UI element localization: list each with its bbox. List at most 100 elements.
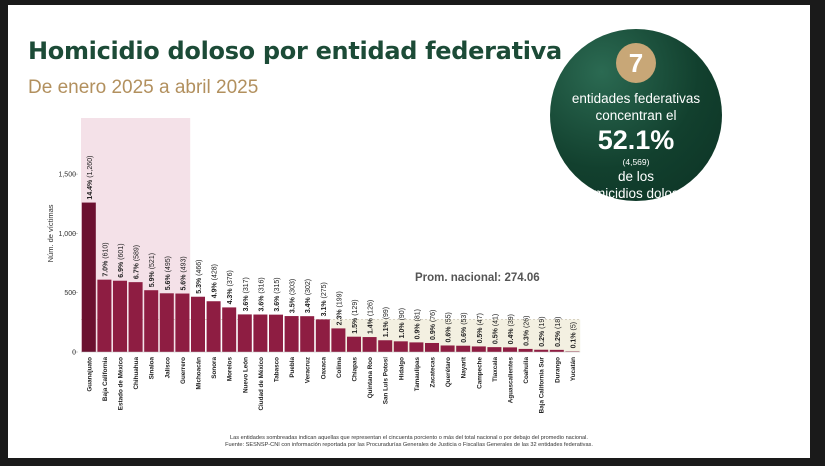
data-label-pct: 3.6% — [243, 293, 250, 311]
data-label: 4.3% (376) — [227, 270, 234, 304]
bar-guerrero — [175, 293, 190, 352]
data-label-count: (55) — [446, 312, 453, 324]
data-label-count: (81) — [414, 309, 421, 321]
bar-zacatecas — [425, 342, 439, 352]
callout-line-2: concentran el — [595, 108, 677, 123]
x-tick-label: Jalisco — [164, 357, 171, 379]
x-tick-label: Guerrero — [180, 357, 187, 384]
data-label-pct: 5.9% — [149, 269, 156, 287]
x-tick-label: Durango — [554, 357, 561, 383]
x-tick-label: Tamaulipas — [414, 357, 421, 392]
x-tick-label: Querétaro — [445, 357, 452, 387]
y-axis-label: Núm. de víctimas — [46, 204, 55, 262]
data-label: 4.9% (428) — [212, 264, 219, 298]
x-tick-label: Chihuahua — [133, 357, 140, 390]
bar-quer-taro — [440, 345, 455, 352]
data-label-pct: 5.6% — [180, 273, 187, 291]
data-label: 0.6% (53) — [461, 312, 468, 342]
bar-durango — [549, 349, 564, 352]
data-label-count: (18) — [555, 317, 562, 329]
data-label-pct: 1.0% — [399, 320, 406, 338]
x-tick-label: San Luis Potosí — [383, 357, 390, 404]
data-label-pct: 2.3% — [336, 307, 343, 325]
data-label-count: (428) — [212, 264, 219, 280]
data-label-pct: 0.4% — [508, 326, 515, 344]
x-tick-label: Nuevo León — [242, 357, 249, 393]
page-title: Homicidio doloso por entidad federativa — [28, 37, 562, 65]
data-label: 1.1% (99) — [383, 307, 390, 337]
data-label-pct: 0.3% — [524, 328, 531, 346]
footnote-line-1: Las entidades sombreadas indican aquella… — [230, 435, 588, 441]
data-label-count: (99) — [383, 307, 390, 319]
data-label-count: (53) — [461, 312, 468, 324]
y-tick-label: 500 — [64, 290, 76, 297]
data-label-count: (521) — [149, 253, 156, 269]
x-tick-label: Quintana Roo — [367, 357, 374, 398]
x-tick-label: Aguascalientes — [508, 357, 515, 404]
data-label: 0.2% (19) — [539, 316, 546, 346]
data-label-count: (303) — [290, 279, 297, 295]
bar-ciudad-de-m-xico — [253, 314, 268, 352]
data-label-count: (90) — [399, 308, 406, 320]
x-tick-label: Morelos — [227, 357, 234, 382]
bar-guanajuato — [81, 202, 96, 352]
x-tick-label: Campeche — [476, 357, 483, 389]
data-label: 6.9% (601) — [118, 243, 125, 277]
data-label-count: (41) — [492, 314, 499, 326]
data-label-pct: 6.9% — [118, 260, 125, 278]
data-label-pct: 1.1% — [383, 319, 390, 337]
callout-line-4: homicidios dolosos — [578, 186, 694, 201]
data-label-pct: 5.3% — [196, 276, 203, 294]
data-label-count: (495) — [165, 256, 172, 272]
data-label-count: (317) — [243, 277, 250, 293]
x-tick-label: Yucatán — [570, 357, 577, 381]
data-label: 0.3% (26) — [524, 316, 531, 346]
data-label-pct: 14.4% — [87, 178, 94, 200]
data-label: 5.3% (466) — [196, 259, 203, 293]
data-label-count: (19) — [539, 316, 546, 328]
bar-morelos — [222, 307, 237, 352]
bar-sinaloa — [144, 290, 159, 352]
data-label-pct: 3.4% — [305, 295, 312, 313]
data-label-count: (275) — [321, 282, 328, 298]
x-tick-label: Estado de México — [118, 357, 125, 410]
callout-line-1: entidades federativas — [571, 91, 701, 106]
data-label: 14.4% (1,260) — [87, 156, 94, 200]
data-label: 2.3% (199) — [336, 291, 343, 325]
data-label-count: (76) — [430, 310, 437, 322]
data-label-pct: 3.5% — [290, 295, 297, 313]
data-label: 0.5% (41) — [492, 314, 499, 344]
data-label-pct: 0.5% — [492, 326, 499, 344]
x-tick-label: Puebla — [289, 357, 296, 378]
data-label: 3.4% (302) — [305, 279, 312, 313]
bar-colima — [331, 328, 346, 352]
data-label-count: (493) — [180, 256, 187, 272]
data-label: 0.2% (18) — [555, 317, 562, 347]
data-label: 5.9% (521) — [149, 253, 156, 287]
data-label-pct: 3.6% — [258, 294, 265, 312]
data-label-pct: 7.0% — [102, 259, 109, 277]
data-label: 3.6% (316) — [258, 277, 265, 311]
data-label-pct: 6.7% — [134, 261, 141, 279]
data-label: 3.1% (275) — [321, 282, 328, 316]
bar-puebla — [284, 316, 299, 352]
data-label: 3.6% (315) — [274, 277, 281, 311]
data-label-count: (39) — [508, 314, 515, 326]
bar-tabasco — [269, 314, 283, 352]
data-label: 5.6% (495) — [165, 256, 172, 290]
data-label-pct: 5.6% — [165, 272, 172, 290]
data-label: 1.4% (126) — [368, 300, 375, 334]
data-label: 1.0% (90) — [399, 308, 406, 338]
bar-sonora — [206, 301, 221, 352]
data-label: 0.9% (76) — [430, 310, 437, 340]
x-tick-label: Chiapas — [352, 357, 359, 382]
x-tick-label: Michoacán — [196, 357, 203, 390]
data-label: 0.9% (81) — [414, 309, 421, 339]
data-label-count: (26) — [524, 316, 531, 328]
bar-tamaulipas — [409, 342, 424, 352]
data-label-count: (199) — [336, 291, 343, 307]
bar-nayarit — [456, 345, 471, 352]
data-label-pct: 1.5% — [352, 316, 359, 334]
x-tick-label: Hidalgo — [398, 357, 405, 380]
x-tick-label: Tabasco — [274, 357, 281, 382]
